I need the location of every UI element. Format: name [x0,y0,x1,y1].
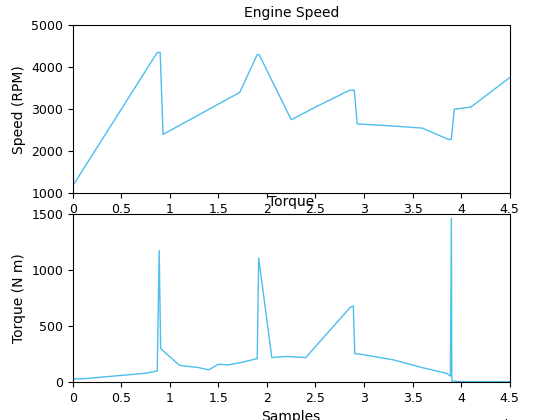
Title: Engine Speed: Engine Speed [244,6,339,20]
X-axis label: Samples: Samples [262,221,321,236]
Title: Torque: Torque [268,195,314,209]
Y-axis label: Torque (N m): Torque (N m) [12,253,26,343]
Text: $\times10^4$: $\times10^4$ [476,419,510,420]
Y-axis label: Speed (RPM): Speed (RPM) [12,65,26,154]
X-axis label: Samples: Samples [262,410,321,420]
Text: $\times10^4$: $\times10^4$ [476,222,510,239]
